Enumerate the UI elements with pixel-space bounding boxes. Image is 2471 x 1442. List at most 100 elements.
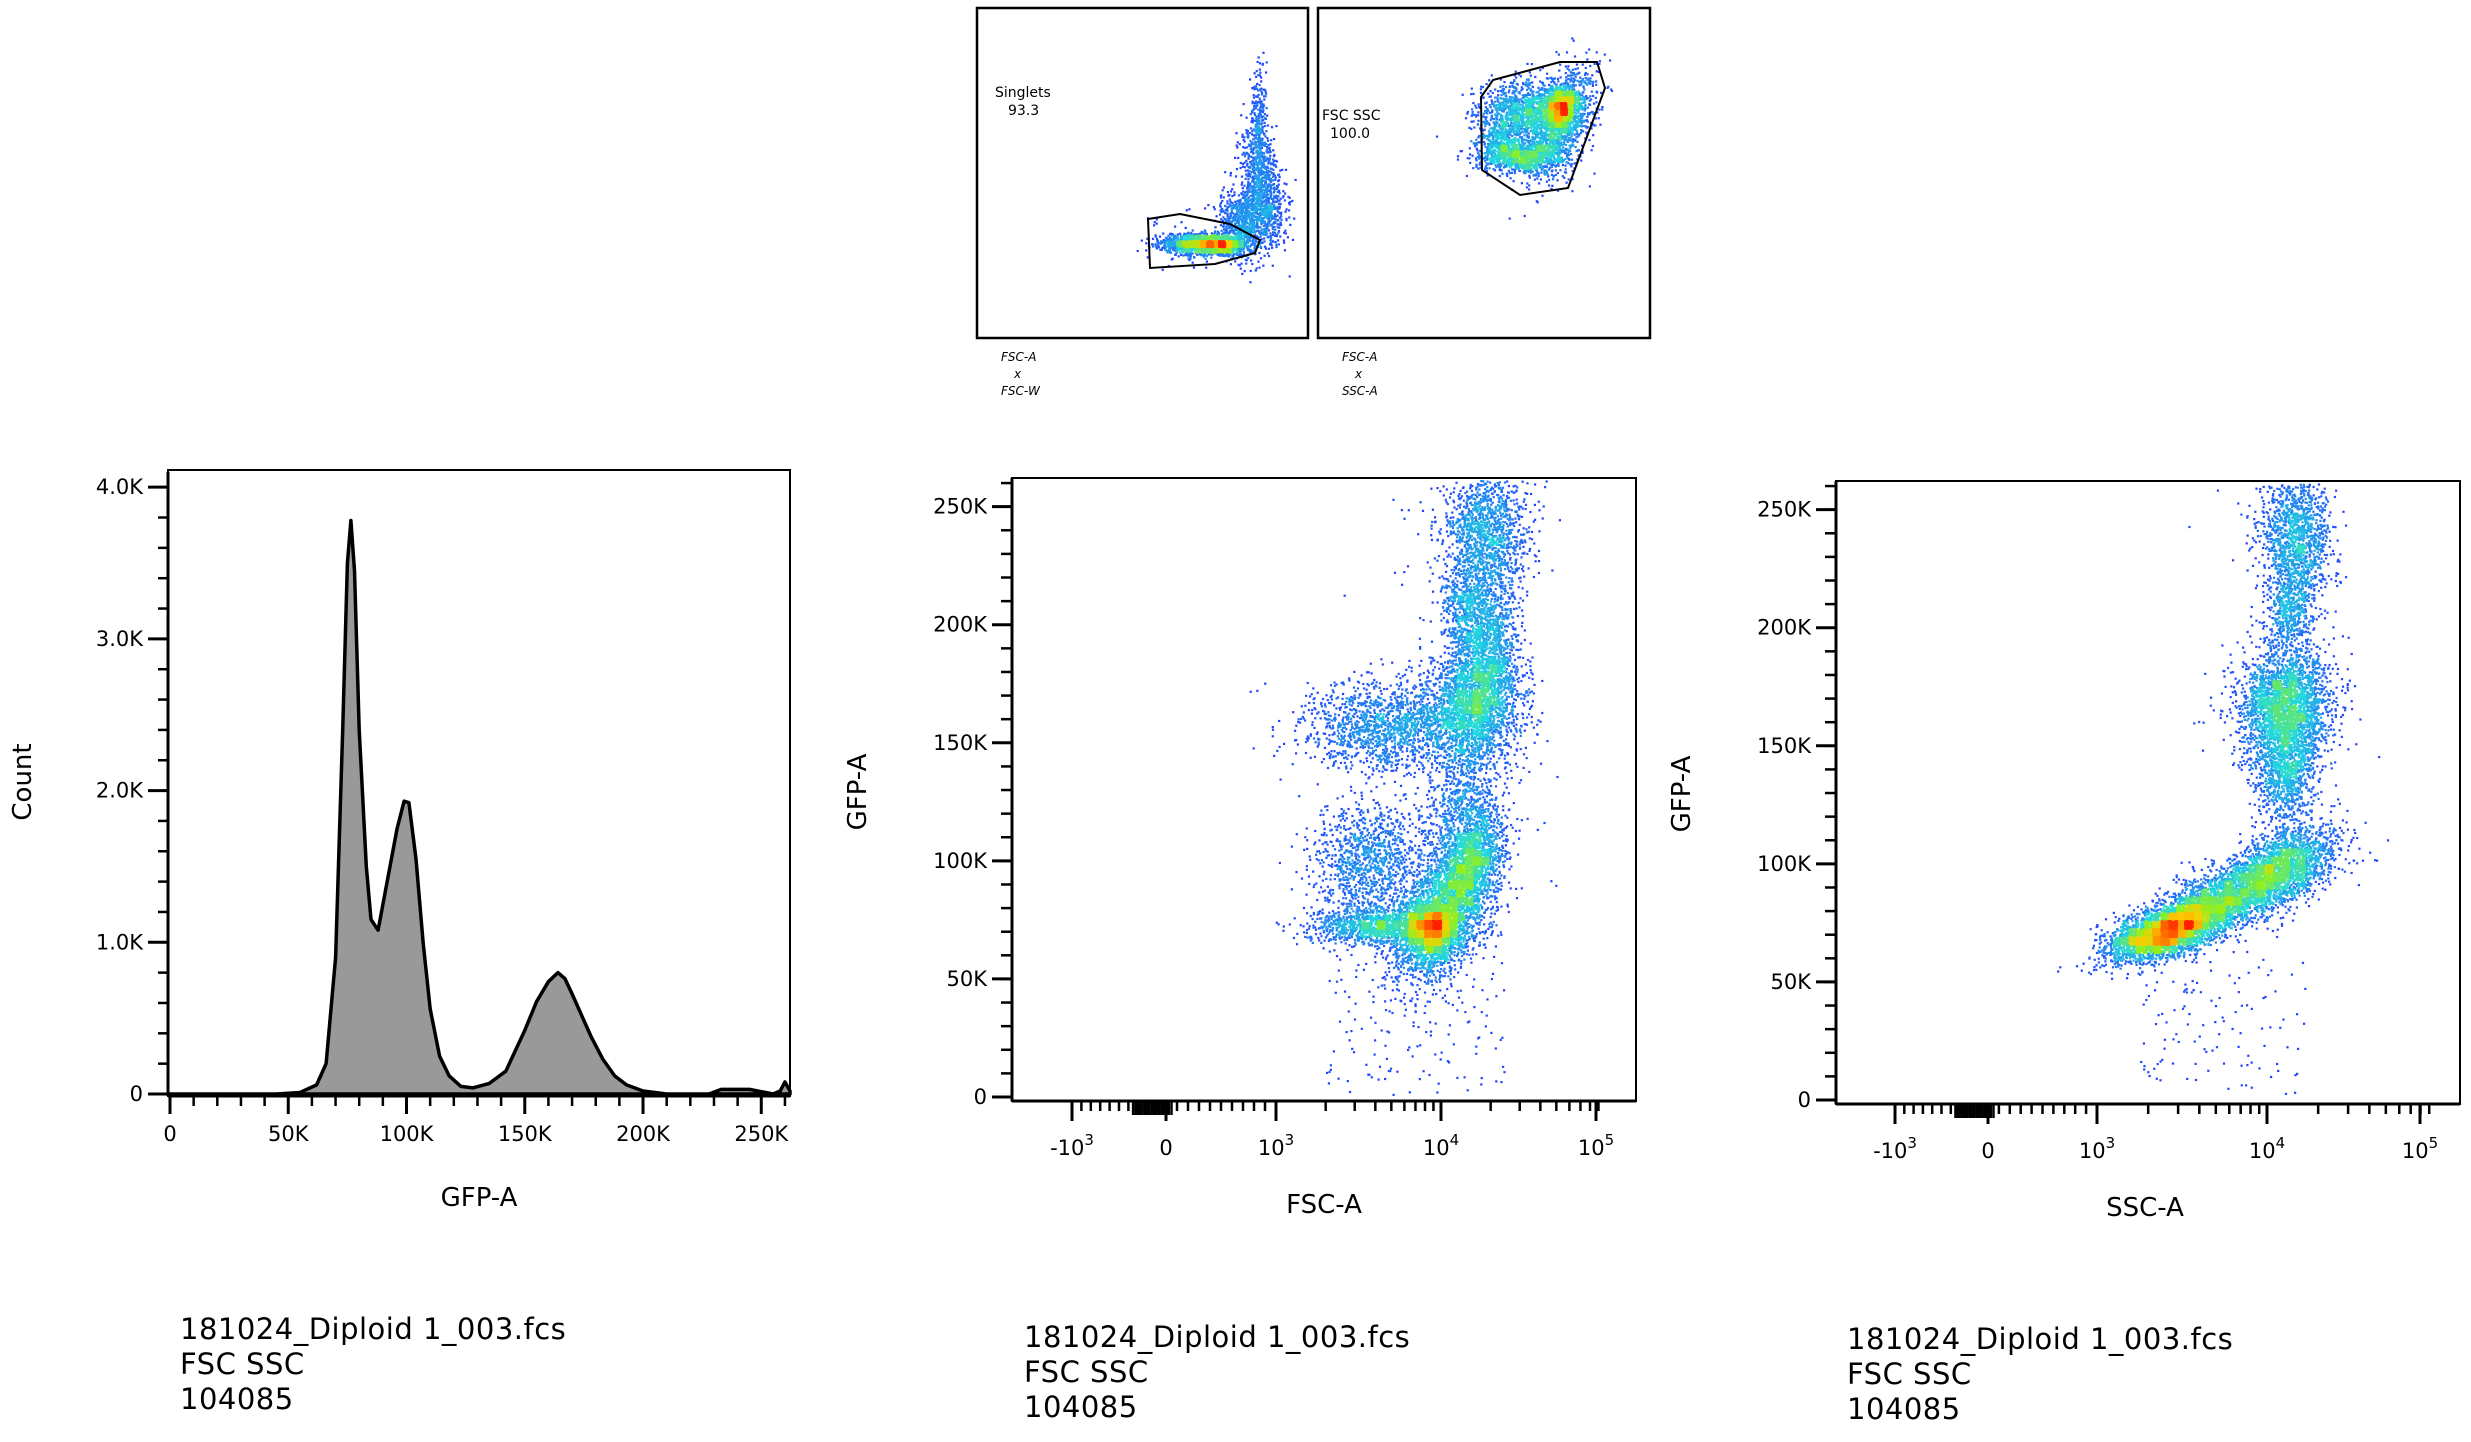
density-dot [1159, 249, 1161, 251]
density-dot [1231, 188, 1233, 190]
density-dot [1260, 205, 1262, 207]
density-dot [1248, 196, 1250, 198]
density-dot [1255, 181, 1257, 183]
density-dot [1259, 69, 1261, 71]
density-dot [1261, 242, 1263, 244]
density-dot [1269, 236, 1271, 238]
density-dot [1235, 242, 1237, 244]
density-dot [1225, 226, 1227, 228]
density-dot [1262, 152, 1264, 154]
density-dot [1179, 251, 1181, 253]
density-dot [1220, 194, 1222, 196]
density-dot [1269, 143, 1271, 145]
density-dot [1269, 232, 1271, 234]
density-dot [1141, 240, 1143, 242]
density-dot [1224, 171, 1226, 173]
density-dot [1265, 171, 1267, 173]
density-dot [1272, 240, 1274, 242]
density-dot [1243, 215, 1245, 217]
density-dot [1240, 232, 1242, 234]
density-dot [1284, 182, 1286, 184]
density-dot [1255, 85, 1257, 87]
density-dot [1249, 176, 1251, 178]
density-dot [1256, 201, 1258, 203]
density-dot [1214, 226, 1216, 228]
density-dot [1251, 117, 1253, 119]
density-dot [1222, 210, 1224, 212]
density-dot [1189, 253, 1191, 255]
density-dot [1236, 250, 1238, 252]
density-dot [1235, 132, 1237, 134]
density-dot [1160, 240, 1162, 242]
density-dot [1265, 176, 1267, 178]
density-dot [1253, 97, 1255, 99]
density-dot [1279, 235, 1281, 237]
density-dot [1259, 107, 1261, 109]
density-dot [1245, 212, 1247, 214]
density-dot [1258, 203, 1260, 205]
density-dot [1276, 187, 1278, 189]
density-dot [1279, 176, 1281, 178]
density-dot [1212, 252, 1214, 254]
density-dot [1256, 267, 1258, 269]
density-dot [1238, 237, 1240, 239]
density-dot [1225, 220, 1227, 222]
density-dot [1249, 132, 1251, 134]
density-dot [1260, 257, 1262, 259]
density-dot [1213, 206, 1215, 208]
density-dot [1249, 78, 1251, 80]
density-dot [1256, 221, 1258, 223]
density-dot [1242, 191, 1244, 193]
density-dot [1224, 212, 1226, 214]
density-dot [1272, 149, 1274, 151]
density-dot [1249, 144, 1251, 146]
density-dot [1259, 72, 1261, 74]
density-dot [1203, 251, 1205, 253]
density-dot [1186, 209, 1188, 211]
density-dot [1198, 237, 1200, 239]
density-dot [1247, 247, 1249, 249]
density-dot [1280, 198, 1282, 200]
density-dot [1256, 230, 1258, 232]
density-dot [1255, 241, 1257, 243]
density-dot [1267, 167, 1269, 169]
density-dot [1262, 265, 1264, 267]
density-dot [1180, 221, 1182, 223]
density-dot [1254, 205, 1256, 207]
density-dot [1265, 180, 1267, 182]
density-dot [1283, 239, 1285, 241]
density-dot [1258, 135, 1260, 137]
density-dot [1217, 231, 1219, 233]
density-dot [1153, 224, 1155, 226]
density-dot [1230, 220, 1232, 222]
density-dot [1271, 244, 1273, 246]
density-dot [1177, 241, 1179, 243]
density-dot [1183, 248, 1185, 250]
density-dot [1200, 237, 1202, 239]
density-dot [1196, 242, 1198, 244]
density-dot [1241, 193, 1243, 195]
density-dot [1271, 188, 1273, 190]
density-dot [1156, 238, 1158, 240]
density-dot [1253, 88, 1255, 90]
density-dot [1251, 177, 1253, 179]
density-dot [1216, 235, 1218, 237]
density-dot [1245, 222, 1247, 224]
density-dot [1256, 70, 1258, 72]
density-dot [1264, 182, 1266, 184]
density-dot [1267, 225, 1269, 227]
density-dot [1258, 175, 1260, 177]
density-dot [1170, 252, 1172, 254]
density-dot [1204, 231, 1206, 233]
density-dot [1230, 201, 1232, 203]
density-dot [1271, 172, 1273, 174]
density-dot [1255, 145, 1257, 147]
density-dot [1247, 158, 1249, 160]
density-dot [1263, 196, 1265, 198]
density-dot [1257, 61, 1259, 63]
density-dot [1229, 245, 1231, 247]
density-dot [1248, 204, 1250, 206]
density-dot [1267, 221, 1269, 223]
density-dot [1259, 129, 1261, 131]
density-dot [1216, 215, 1218, 217]
